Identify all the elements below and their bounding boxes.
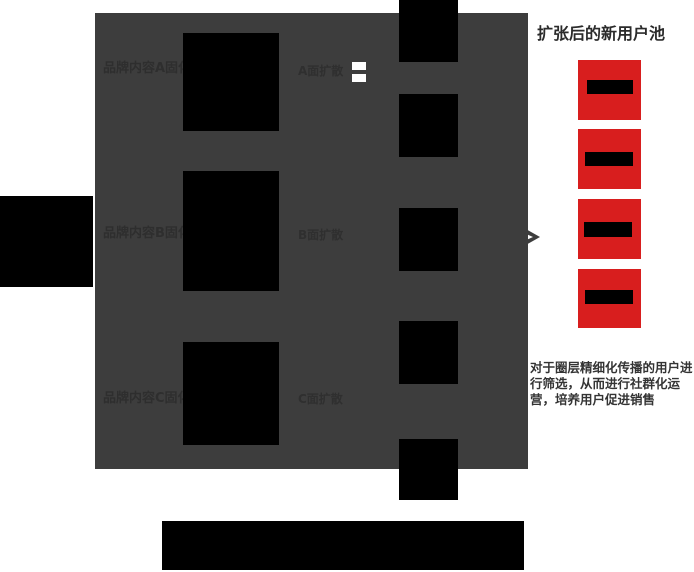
stage-label-b: 品牌内容B固化 [103, 226, 191, 241]
user-pool-card-4 [578, 269, 641, 328]
brand-diffusion-panel: 品牌内容A固化 A面扩散 品牌内容B固化 B面扩散 品牌内容C固化 C面扩散 [95, 13, 528, 469]
user-pool-card-2 [578, 129, 641, 189]
card-redaction [587, 80, 633, 94]
diffusion-label-b: B面扩散 [298, 228, 344, 242]
tag-chip-icon [352, 62, 366, 82]
diffusion-label-c: C面扩散 [298, 392, 343, 406]
user-pool-caption: 对于圈层精细化传播的用户进行筛选，从而进行社群化运营，培养用户促进销售 [530, 360, 693, 407]
bottom-redaction-bar [162, 521, 524, 570]
diffusion-label-a: A面扩散 [298, 64, 344, 78]
funnel-block-4 [399, 321, 458, 384]
user-pool-card-3 [578, 199, 641, 259]
chip-line [352, 70, 366, 74]
stage-label-c: 品牌内容C固化 [103, 391, 191, 406]
card-redaction [585, 152, 633, 166]
stage-label-a: 品牌内容A固化 [103, 61, 192, 76]
arrow-right-icon [524, 228, 540, 246]
left-source-block [0, 196, 93, 287]
card-redaction [585, 290, 633, 304]
funnel-block-3 [399, 208, 458, 271]
funnel-block-2 [399, 94, 458, 157]
user-pool-title: 扩张后的新用户池 [537, 24, 666, 43]
content-block-a [183, 33, 279, 131]
user-pool-card-1 [578, 60, 641, 120]
content-block-c [183, 342, 279, 445]
funnel-block-5 [399, 439, 458, 500]
funnel-block-1 [399, 0, 458, 62]
content-block-b [183, 171, 279, 291]
card-redaction [584, 222, 632, 237]
